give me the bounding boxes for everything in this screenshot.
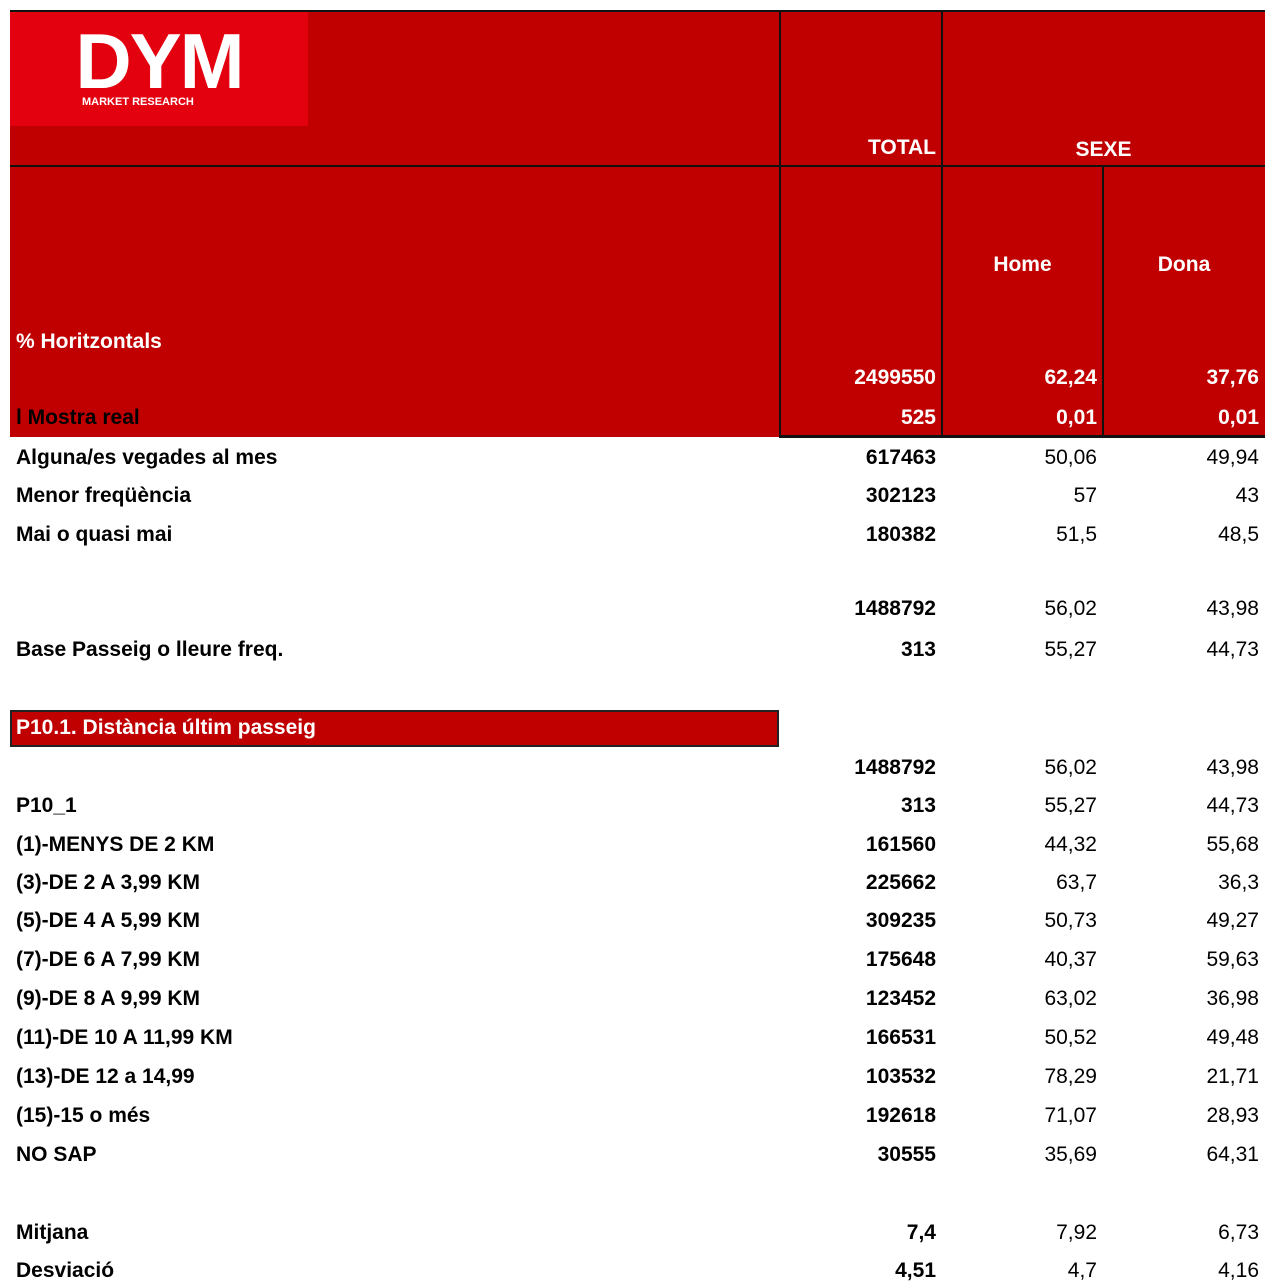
cell-value: 50,52: [1044, 1026, 1097, 1049]
row-label: Desviació: [16, 1259, 115, 1282]
cell-value: 2499550: [854, 366, 936, 389]
cell-value: 313: [900, 794, 936, 817]
cell-value: 49,27: [1206, 909, 1259, 932]
cell-value: 6,73: [1218, 1221, 1259, 1244]
cell-value: 56,02: [1044, 597, 1097, 620]
row-label: Mai o quasi mai: [16, 523, 173, 546]
cell-value: 78,29: [1044, 1065, 1097, 1088]
logo-tagline: MARKET RESEARCH: [82, 96, 194, 108]
cell-value: 71,07: [1044, 1104, 1097, 1127]
subcolumn-header: Dona: [1157, 253, 1211, 276]
row-label: (13)-DE 12 a 14,99: [16, 1065, 195, 1088]
cell-value: 28,93: [1206, 1104, 1259, 1127]
cell-value: 44,32: [1044, 833, 1097, 856]
cell-value: 525: [900, 406, 936, 429]
cell-value: 1488792: [854, 756, 936, 779]
row-label: Menor freqüència: [16, 484, 192, 507]
cell-value: 1488792: [854, 597, 936, 620]
cell-value: 43,98: [1206, 597, 1259, 620]
cell-value: 40,37: [1044, 948, 1097, 971]
border: [10, 10, 1265, 12]
row-label: (7)-DE 6 A 7,99 KM: [16, 948, 200, 971]
row-label: (1)-MENYS DE 2 KM: [16, 833, 215, 856]
border: [1102, 166, 1104, 438]
cell-value: 55,27: [1044, 638, 1097, 661]
total-header: TOTAL: [867, 136, 936, 159]
corner-label: % Horitzontals: [16, 330, 162, 353]
cell-value: 161560: [865, 833, 936, 856]
row-label: Alguna/es vegades al mes: [16, 446, 278, 469]
cell-value: 44,73: [1206, 638, 1259, 661]
border: [941, 10, 943, 438]
group-header: SEXE: [1075, 138, 1132, 161]
cell-value: 103532: [865, 1065, 936, 1088]
cell-value: 35,69: [1044, 1143, 1097, 1166]
border: [779, 435, 1265, 438]
cell-value: 59,63: [1206, 948, 1259, 971]
cell-value: 37,76: [1206, 366, 1259, 389]
cell-value: 4,7: [1067, 1259, 1097, 1282]
cell-value: 4,16: [1218, 1259, 1259, 1282]
cell-value: 55,68: [1206, 833, 1259, 856]
cell-value: 302123: [865, 484, 936, 507]
cell-value: 51,5: [1056, 523, 1097, 546]
section-box: [10, 710, 779, 747]
cell-value: 55,27: [1044, 794, 1097, 817]
cell-value: 617463: [865, 446, 936, 469]
cell-value: 48,5: [1218, 523, 1259, 546]
cell-value: 30555: [877, 1143, 936, 1166]
subcolumn-header: Home: [993, 253, 1052, 276]
cell-value: 50,73: [1044, 909, 1097, 932]
cell-value: 63,02: [1044, 987, 1097, 1010]
row-label: NO SAP: [16, 1143, 97, 1166]
cell-value: 180382: [865, 523, 936, 546]
row-label: (11)-DE 10 A 11,99 KM: [16, 1026, 233, 1049]
row-label: (15)-15 o més: [16, 1104, 151, 1127]
cell-value: 192618: [865, 1104, 936, 1127]
cell-value: 43,98: [1206, 756, 1259, 779]
border: [779, 10, 781, 438]
cell-value: 62,24: [1044, 366, 1097, 389]
cell-value: 43: [1235, 484, 1259, 507]
cell-value: 36,98: [1206, 987, 1259, 1010]
cell-value: 313: [900, 638, 936, 661]
cell-value: 64,31: [1206, 1143, 1259, 1166]
row-label: Base Passeig o lleure freq.: [16, 638, 284, 661]
row-label: (5)-DE 4 A 5,99 KM: [16, 909, 200, 932]
section-title: P10.1. Distància últim passeig: [16, 716, 316, 739]
cell-value: 175648: [865, 948, 936, 971]
logo-name: DYM: [75, 17, 244, 105]
cell-value: 225662: [865, 871, 936, 894]
row-label: (9)-DE 8 A 9,99 KM: [16, 987, 200, 1010]
cell-value: 7,92: [1056, 1221, 1097, 1244]
cell-value: 56,02: [1044, 756, 1097, 779]
row-label: Mitjana: [16, 1221, 89, 1244]
cell-value: 36,3: [1218, 871, 1259, 894]
cell-value: 63,7: [1056, 871, 1097, 894]
cell-value: 7,4: [906, 1221, 936, 1244]
cell-value: 21,71: [1206, 1065, 1259, 1088]
cell-value: 4,51: [895, 1259, 936, 1282]
cell-value: 50,06: [1044, 446, 1097, 469]
cell-value: 0,01: [1218, 406, 1259, 429]
cell-value: 166531: [865, 1026, 936, 1049]
cell-value: 49,48: [1206, 1026, 1259, 1049]
cell-value: 309235: [865, 909, 936, 932]
row-label: P10_1: [16, 794, 77, 817]
logo: DYM MARKET RESEARCH: [10, 10, 308, 126]
cell-value: 0,01: [1056, 406, 1097, 429]
cell-value: 49,94: [1206, 446, 1259, 469]
cell-value: 123452: [865, 987, 936, 1010]
cell-value: 44,73: [1206, 794, 1259, 817]
cell-value: 57: [1073, 484, 1097, 507]
border: [10, 165, 1265, 167]
row-label: l Mostra real: [16, 406, 140, 429]
row-label: (3)-DE 2 A 3,99 KM: [16, 871, 200, 894]
